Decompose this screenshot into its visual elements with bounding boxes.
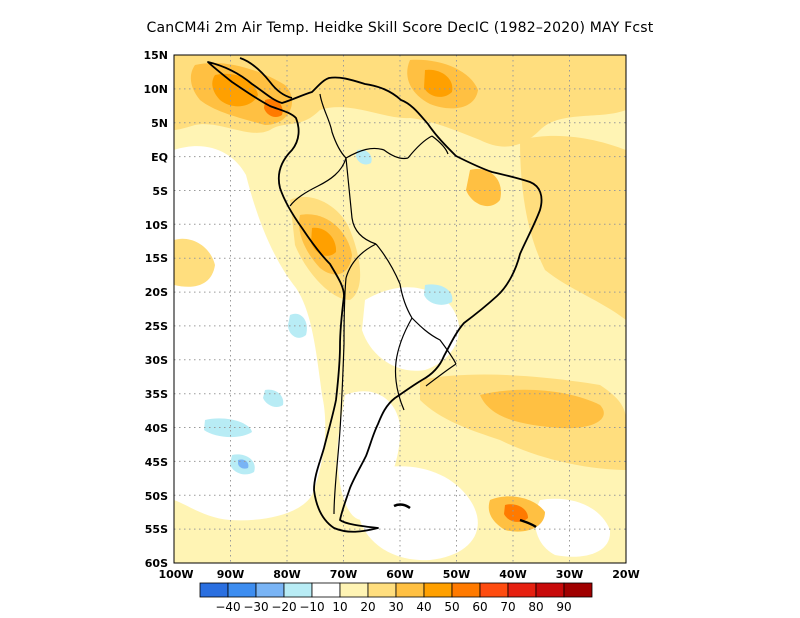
lon-label: 20W <box>612 568 639 581</box>
map-title: CanCM4i 2m Air Temp. Heidke Skill Score … <box>146 20 654 36</box>
map-frame <box>173 54 627 564</box>
colorbar-label: −40 <box>215 600 240 614</box>
colorbar-swatch <box>311 582 341 598</box>
lat-label: 15N <box>143 49 168 62</box>
gridlines <box>174 55 626 563</box>
negative-skill-brazil <box>424 284 453 305</box>
skill-peak-central-america <box>212 73 258 107</box>
skill-region-atlantic-east <box>520 135 626 320</box>
lat-label: 5N <box>151 117 168 130</box>
lat-label: 40S <box>145 422 168 435</box>
lon-label: 70W <box>330 568 357 581</box>
lat-label: 60S <box>145 557 168 570</box>
no-skill-region-south-atlantic <box>360 466 478 561</box>
country-borders <box>289 93 457 515</box>
lon-label: 50W <box>443 568 470 581</box>
colorbar-label: −10 <box>299 600 324 614</box>
south-georgia <box>519 518 537 529</box>
lat-label: 35S <box>145 388 168 401</box>
no-skill-region-south-coast <box>535 498 611 557</box>
colorbar-swatch <box>367 582 397 598</box>
colorbar-label: −20 <box>271 600 296 614</box>
latitude-labels: 15N 10N 5N EQ 5S 10S 15S 20S 25S 30S 35S… <box>143 49 168 570</box>
lat-label: 25S <box>145 320 168 333</box>
colorbar-label: 10 <box>332 600 347 614</box>
colorbar-label: 40 <box>416 600 431 614</box>
negative-skill-amazon <box>356 149 372 165</box>
lat-label: 45S <box>145 456 168 469</box>
lon-label: 60W <box>386 568 413 581</box>
colorbar-label: 90 <box>556 600 571 614</box>
colorbar-swatch <box>479 582 509 598</box>
colorbar-swatch <box>283 582 313 598</box>
colorbar-swatch <box>423 582 453 598</box>
lat-label: 10N <box>143 83 168 96</box>
colorbar-swatch <box>339 582 369 598</box>
longitude-labels: 100W 90W 80W 70W 60W 50W 40W 30W 20W <box>158 568 639 581</box>
skill-core-south-atlantic <box>480 389 604 429</box>
colorbar-swatch <box>535 582 565 598</box>
colorbar-swatch <box>563 582 593 598</box>
colorbar-label: 70 <box>500 600 515 614</box>
falkland-islands <box>393 503 411 510</box>
no-skill-region-interior <box>362 287 460 371</box>
south-america-outline <box>207 61 543 533</box>
skill-core-brazil-north <box>466 169 501 207</box>
lon-label: 100W <box>158 568 193 581</box>
skill-region-pacific-west <box>174 238 215 287</box>
coastlines <box>207 57 543 533</box>
colorbar-label: 20 <box>360 600 375 614</box>
colorbar: −40 −30 −20 −10 10 20 30 40 50 60 70 80 90 <box>199 582 593 614</box>
lat-label: 55S <box>145 523 168 536</box>
colorbar-swatch <box>395 582 425 598</box>
colorbar-swatch <box>507 582 537 598</box>
lat-label: 30S <box>145 354 168 367</box>
colorbar-label: 50 <box>444 600 459 614</box>
lat-label: 5S <box>152 185 168 198</box>
colorbar-label: 60 <box>472 600 487 614</box>
skill-peak-caribbean <box>424 69 453 97</box>
colorbar-swatch <box>451 582 481 598</box>
negative-skill-pacific-1 <box>288 313 307 338</box>
negative-skill-pacific-2 <box>204 418 252 438</box>
colorbar-label: 30 <box>388 600 403 614</box>
lon-label: 90W <box>217 568 244 581</box>
lat-label: 10S <box>145 219 168 232</box>
colorbar-swatch <box>199 582 229 598</box>
lon-label: 30W <box>556 568 583 581</box>
negative-skill-pacific-4 <box>238 459 249 469</box>
colorbar-label: −30 <box>243 600 268 614</box>
lat-label: 50S <box>145 490 168 503</box>
skill-peak-falklands <box>504 504 528 522</box>
lon-label: 40W <box>499 568 526 581</box>
negative-skill-pacific-5 <box>263 389 284 408</box>
lat-label: EQ <box>151 151 168 164</box>
no-skill-region-patagonia <box>337 391 401 520</box>
lat-label: 20S <box>145 286 168 299</box>
panama-isthmus <box>239 57 293 99</box>
lon-label: 80W <box>273 568 300 581</box>
colorbar-swatch <box>255 582 285 598</box>
colorbar-label: 80 <box>528 600 543 614</box>
lat-label: 15S <box>145 252 168 265</box>
colorbar-swatch <box>227 582 257 598</box>
